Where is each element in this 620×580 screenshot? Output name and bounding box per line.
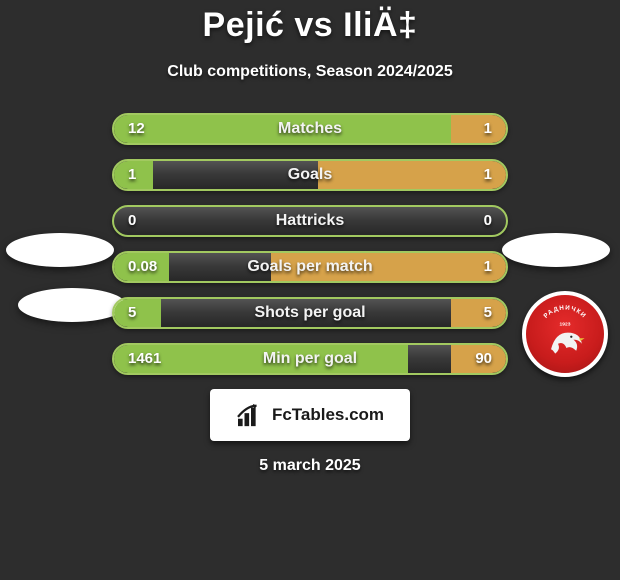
comparison-title: Pejić vs IliÄ‡ — [0, 0, 620, 45]
stat-label: Goals per match — [114, 253, 506, 281]
comparison-date: 5 march 2025 — [0, 457, 620, 475]
stat-row: 12Matches1 — [112, 113, 508, 145]
stat-label: Shots per goal — [114, 299, 506, 327]
stat-value-right: 1 — [484, 115, 492, 143]
fctables-watermark[interactable]: FcTables.com — [210, 389, 410, 441]
badge-arc-text: РАДНИЧКИ — [542, 304, 587, 319]
radnicki-crest-icon: РАДНИЧКИ 1923 — [530, 299, 600, 369]
stat-row: 5Shots per goal5 — [112, 297, 508, 329]
fctables-text: FcTables.com — [272, 405, 384, 425]
left-team-placeholder-2 — [18, 288, 126, 322]
badge-year: 1923 — [560, 322, 571, 328]
fctables-logo-icon — [236, 402, 266, 428]
stat-label: Min per goal — [114, 345, 506, 373]
stat-row: 1461Min per goal90 — [112, 343, 508, 375]
left-team-placeholder-1 — [6, 233, 114, 267]
comparison-subtitle: Club competitions, Season 2024/2025 — [0, 63, 620, 81]
stat-value-right: 1 — [484, 253, 492, 281]
stat-value-right: 90 — [475, 345, 492, 373]
stat-row: 1Goals1 — [112, 159, 508, 191]
stat-value-right: 5 — [484, 299, 492, 327]
stat-label: Goals — [114, 161, 506, 189]
stat-value-right: 1 — [484, 161, 492, 189]
stat-row: 0.08Goals per match1 — [112, 251, 508, 283]
svg-text:РАДНИЧКИ: РАДНИЧКИ — [542, 304, 587, 319]
stat-row: 0Hattricks0 — [112, 205, 508, 237]
stat-rows: 12Matches11Goals10Hattricks00.08Goals pe… — [112, 113, 508, 389]
stat-value-right: 0 — [484, 207, 492, 235]
right-team-placeholder — [502, 233, 610, 267]
right-team-badge: РАДНИЧКИ 1923 — [522, 291, 608, 377]
stat-label: Hattricks — [114, 207, 506, 235]
stat-label: Matches — [114, 115, 506, 143]
